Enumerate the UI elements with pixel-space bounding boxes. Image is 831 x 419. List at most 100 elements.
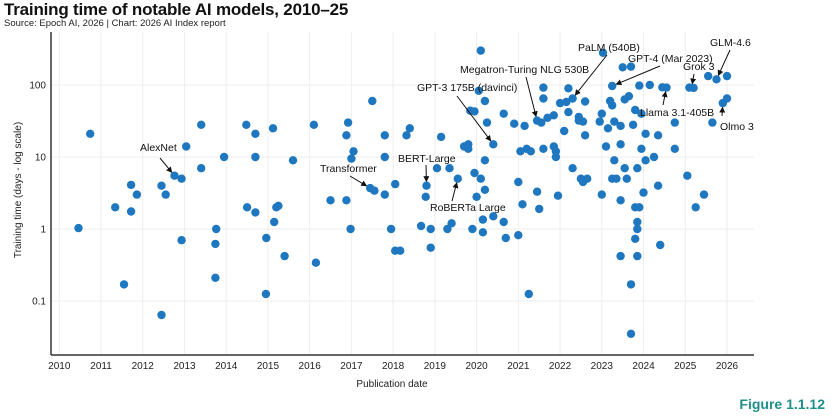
- annotation-label: GPT-3 175B (davinci): [417, 82, 517, 94]
- data-point: [649, 152, 659, 162]
- data-point: [274, 201, 283, 210]
- data-point: [520, 121, 529, 131]
- data-point: [380, 190, 389, 199]
- data-point: [662, 83, 671, 92]
- data-point: [645, 80, 654, 90]
- data-point: [564, 84, 573, 93]
- data-point: [197, 120, 206, 129]
- data-point: [631, 105, 640, 115]
- data-point: [405, 124, 414, 133]
- x-tick-label: 2026: [716, 361, 739, 372]
- data-point: [722, 94, 732, 103]
- x-tick-label: 2020: [465, 361, 488, 372]
- data-point: [432, 164, 442, 173]
- data-point: [637, 144, 646, 153]
- data-point: [126, 207, 136, 216]
- data-point: [683, 171, 692, 180]
- y-tick-label: 0.1: [32, 297, 46, 308]
- data-point: [499, 109, 508, 118]
- data-point: [476, 174, 485, 183]
- data-point: [447, 219, 456, 228]
- data-point: [597, 190, 606, 199]
- data-point: [489, 140, 498, 149]
- annotation-arrow: [615, 65, 661, 86]
- data-point: [633, 251, 642, 261]
- data-point: [197, 164, 206, 173]
- annotation-arrow: [574, 54, 608, 96]
- x-tick-label: 2024: [632, 361, 655, 372]
- data-point: [211, 273, 220, 282]
- data-point: [468, 224, 477, 234]
- annotation-label: RoBERTa Large: [430, 202, 506, 214]
- annotation-label: GLM-4.6: [710, 37, 751, 49]
- data-point: [346, 224, 355, 234]
- data-point: [126, 180, 136, 190]
- data-point: [402, 131, 411, 140]
- data-point: [380, 152, 389, 162]
- data-point: [603, 124, 613, 133]
- data-point: [472, 192, 481, 201]
- annotation-label: Transformer: [320, 163, 377, 175]
- data-point: [453, 174, 462, 183]
- data-point: [347, 154, 356, 163]
- data-point: [626, 329, 636, 338]
- data-point: [568, 94, 577, 103]
- data-point: [170, 171, 179, 180]
- data-point: [380, 131, 389, 140]
- data-point: [553, 191, 563, 200]
- data-point: [539, 94, 548, 103]
- data-point: [616, 140, 625, 149]
- data-point: [610, 117, 619, 126]
- data-point: [551, 152, 561, 162]
- data-point: [268, 124, 278, 133]
- data-point: [111, 203, 120, 212]
- data-point: [612, 174, 621, 183]
- data-point: [670, 144, 679, 153]
- data-point: [211, 239, 220, 249]
- data-point: [608, 81, 617, 91]
- data-point: [670, 118, 679, 127]
- data-point: [568, 164, 577, 173]
- data-point: [628, 120, 638, 129]
- data-point: [119, 280, 129, 289]
- y-tick-label: 1: [40, 225, 46, 236]
- data-point: [597, 109, 606, 118]
- x-tick-label: 2025: [674, 361, 697, 372]
- data-point: [543, 113, 552, 123]
- data-point: [212, 224, 221, 234]
- data-point: [426, 224, 435, 234]
- data-point: [635, 203, 644, 212]
- x-tick-label: 2015: [257, 361, 280, 372]
- data-point: [689, 83, 698, 93]
- x-tick-label: 2019: [424, 361, 447, 372]
- data-point: [396, 246, 405, 255]
- data-point: [426, 243, 435, 252]
- x-tick-label: 2017: [340, 361, 363, 372]
- data-point: [514, 231, 523, 240]
- annotation-arrow: [456, 95, 492, 142]
- data-point: [626, 280, 636, 289]
- data-point: [633, 224, 642, 234]
- data-point: [342, 196, 351, 205]
- annotation-label: Megatron-Turing NLG 530B: [460, 64, 589, 76]
- data-point: [616, 251, 625, 261]
- annotation-label: Llama 3.1-405B: [640, 107, 714, 119]
- data-point: [342, 131, 351, 140]
- annotation-label: GPT-4 (Mar 2023): [628, 53, 713, 65]
- x-tick-label: 2022: [549, 361, 572, 372]
- data-point: [699, 190, 709, 199]
- x-tick-label: 2011: [90, 361, 112, 372]
- x-tick-label: 2018: [382, 361, 405, 372]
- data-point: [421, 192, 430, 201]
- data-point: [251, 152, 260, 162]
- annotation-label: Grok 3: [683, 61, 715, 73]
- data-point: [251, 129, 260, 138]
- data-point: [516, 147, 525, 156]
- data-point: [242, 203, 252, 212]
- data-point: [635, 81, 644, 90]
- data-point: [177, 236, 186, 245]
- data-point: [712, 75, 721, 84]
- data-point: [598, 48, 608, 57]
- data-point: [583, 174, 592, 183]
- data-point: [595, 117, 604, 126]
